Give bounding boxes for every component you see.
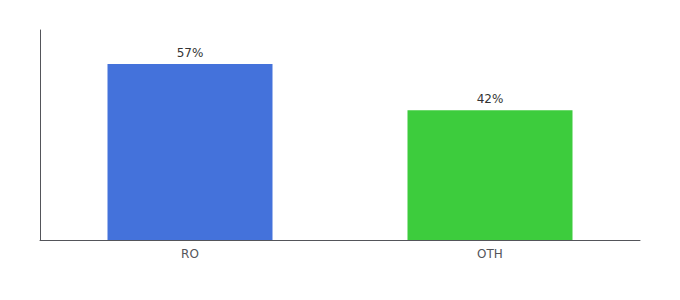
svg-text:OTH: OTH: [477, 247, 503, 261]
svg-text:42%: 42%: [477, 92, 504, 106]
svg-text:RO: RO: [181, 247, 199, 261]
svg-text:57%: 57%: [177, 46, 204, 60]
